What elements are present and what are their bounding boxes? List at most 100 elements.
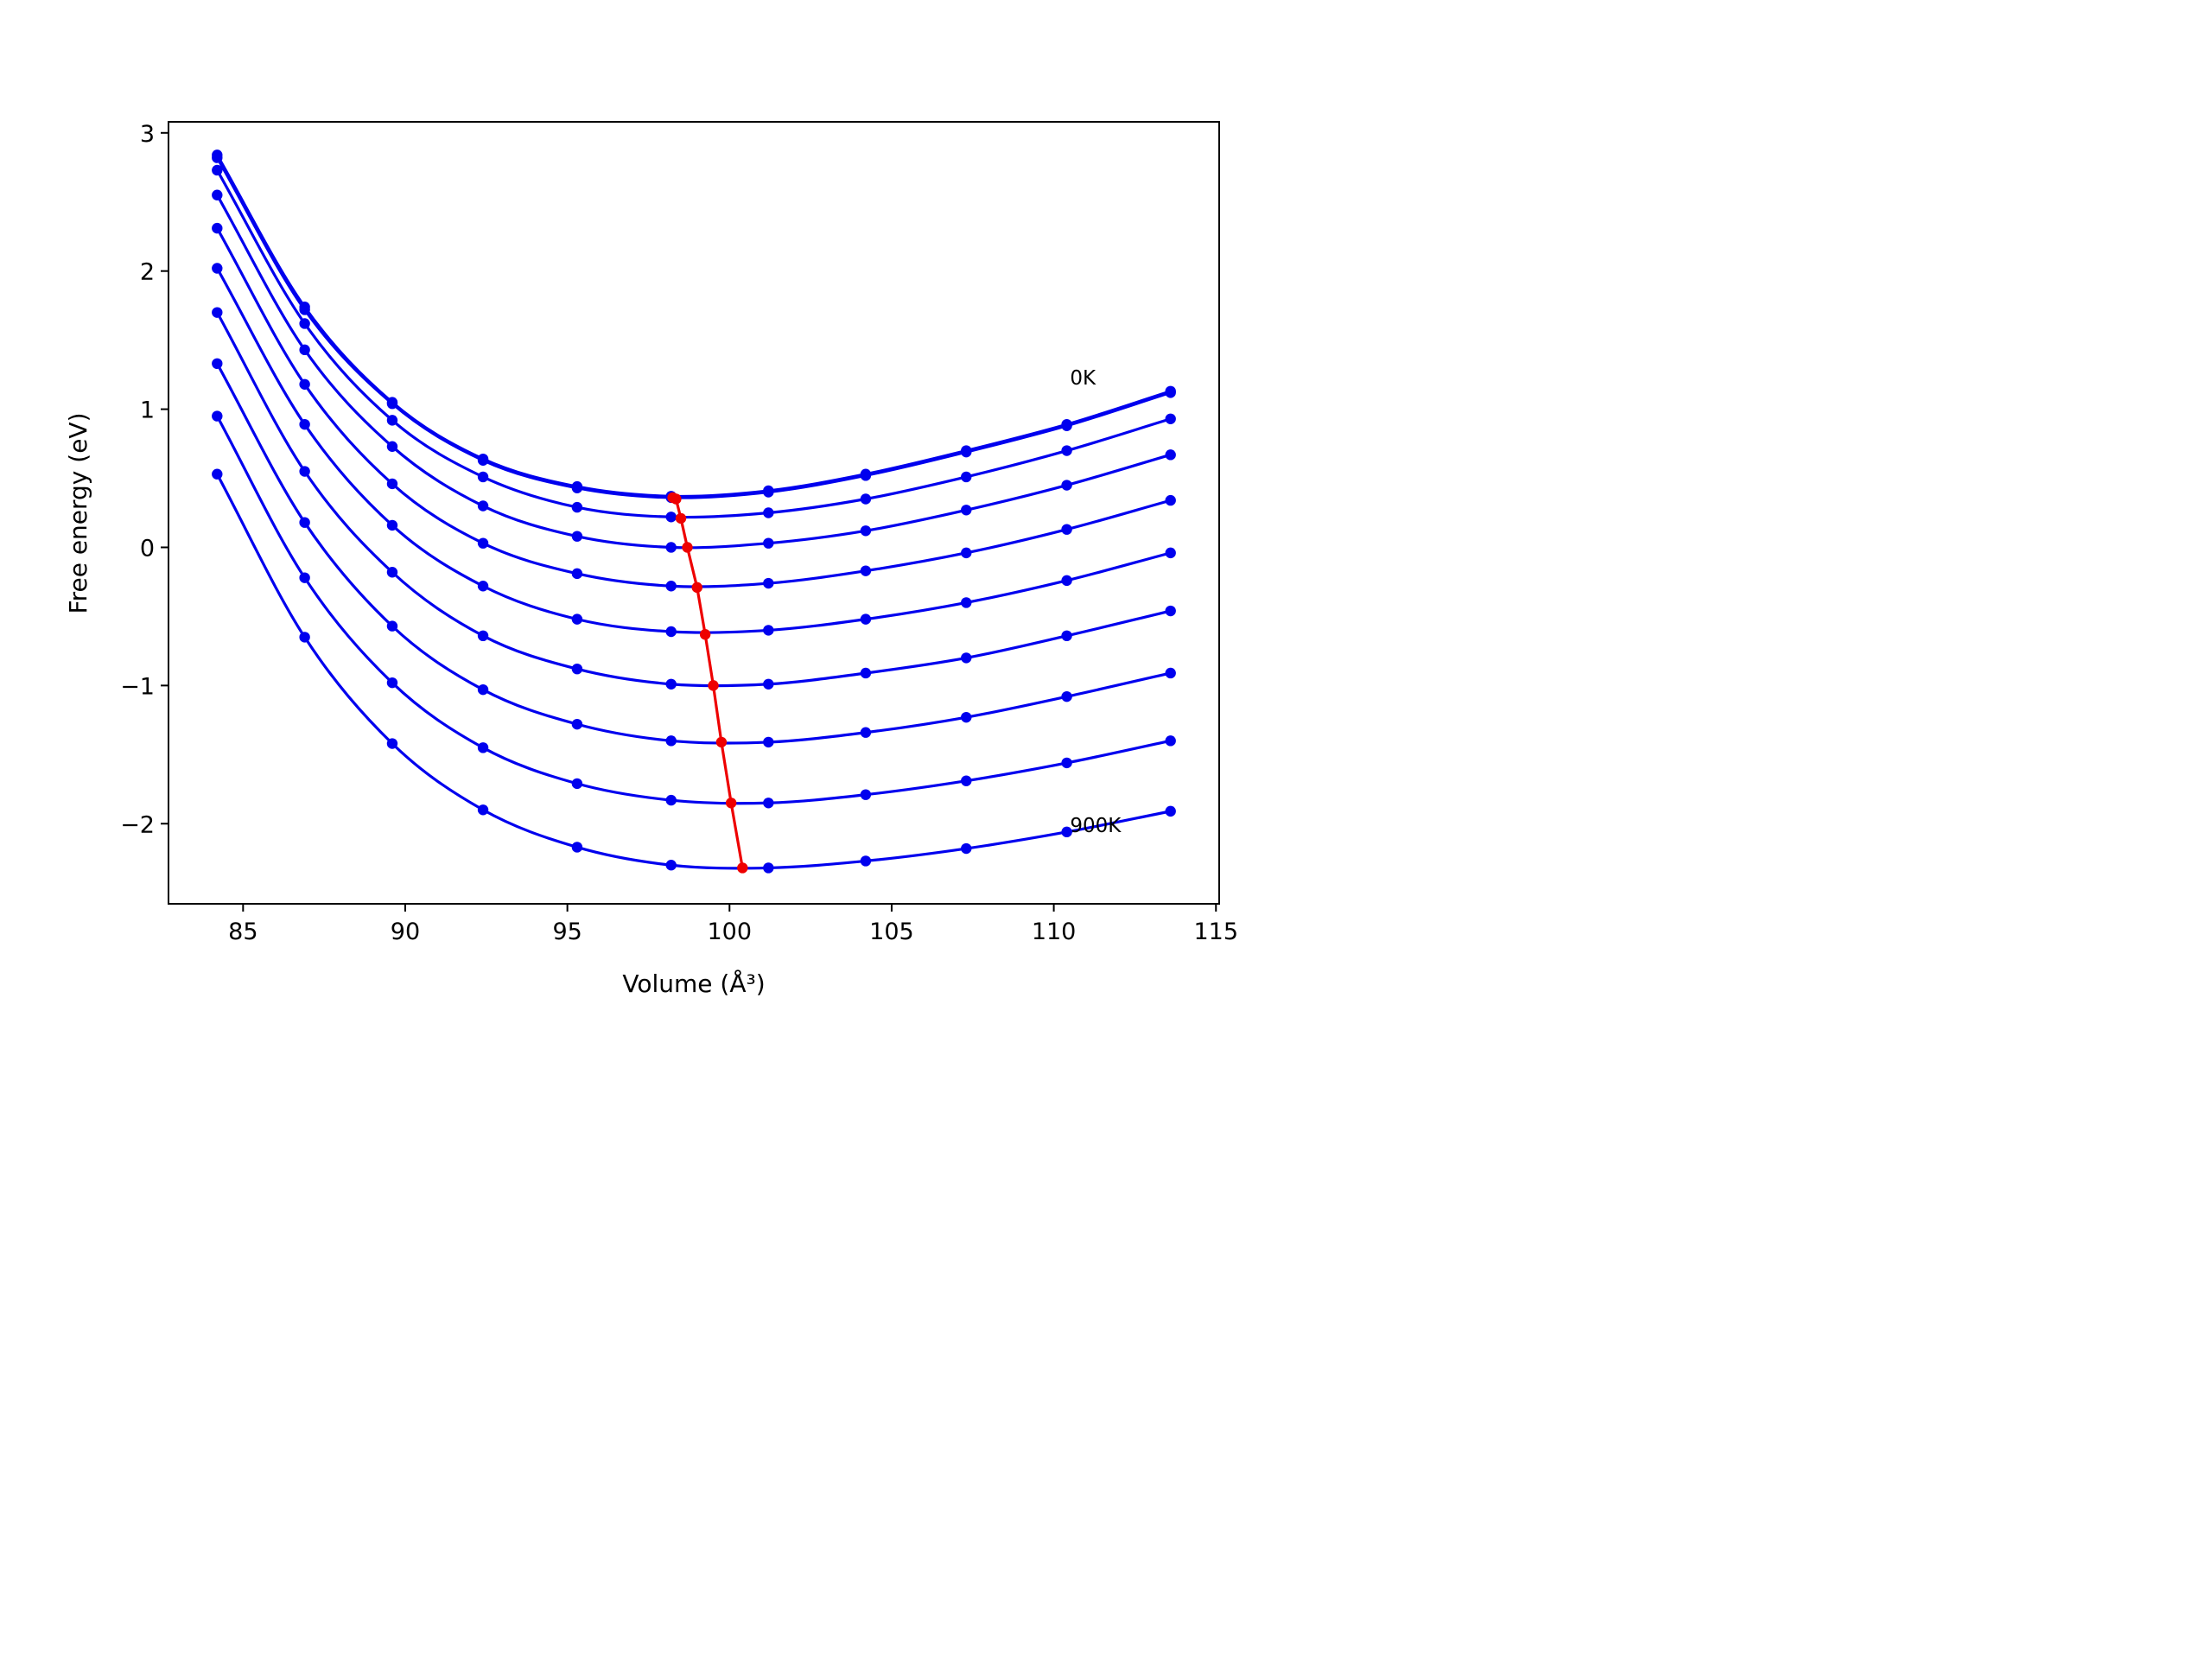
data-point (571, 501, 583, 513)
data-point (860, 525, 872, 537)
x-axis: 85 90 95 100 105 110 115 (228, 904, 1238, 945)
equilibrium-point (715, 736, 728, 748)
data-point (665, 512, 677, 523)
data-point (763, 862, 774, 874)
data-point (961, 842, 972, 855)
data-point (212, 263, 223, 274)
plot-area (212, 149, 1176, 874)
data-point (1165, 413, 1176, 424)
data-point (1165, 494, 1176, 506)
data-point (212, 358, 223, 370)
data-point (386, 738, 398, 749)
equilibrium-point (671, 493, 682, 505)
data-point (571, 778, 583, 790)
y-tick-label: −2 (120, 811, 155, 838)
y-axis: −2 −1 0 1 2 3 (120, 121, 168, 838)
series-3 (212, 189, 1176, 553)
data-point (961, 547, 972, 559)
equilibrium-curve (667, 492, 748, 874)
data-point (665, 542, 677, 553)
x-tick-label: 110 (1032, 918, 1077, 945)
data-point (299, 517, 310, 528)
data-point (665, 860, 677, 871)
data-point (571, 718, 583, 730)
data-point (386, 620, 398, 632)
series-5 (212, 263, 1176, 638)
data-point (961, 597, 972, 608)
series-line (215, 311, 1172, 688)
data-point (477, 500, 489, 512)
data-point (763, 507, 774, 518)
x-tick-label: 115 (1193, 918, 1238, 945)
data-point (299, 418, 310, 430)
data-point (299, 572, 310, 583)
data-point (961, 471, 972, 483)
x-axis-label: Volume (Å³) (622, 969, 765, 998)
data-point (386, 519, 398, 531)
data-point (961, 711, 972, 723)
x-tick-label: 100 (708, 918, 753, 945)
data-point (1061, 757, 1072, 769)
equilibrium-point (691, 582, 702, 594)
series-line (215, 169, 1172, 519)
data-point (386, 677, 398, 689)
data-point (477, 683, 489, 696)
y-tick-label: 3 (140, 121, 155, 148)
data-point (299, 378, 310, 390)
data-point (860, 789, 872, 800)
data-point (571, 613, 583, 625)
data-point (961, 505, 972, 516)
data-point (860, 470, 872, 481)
data-point (1061, 480, 1072, 491)
series-line (215, 156, 1172, 499)
data-point (763, 678, 774, 690)
data-point (212, 164, 223, 176)
data-point (1165, 387, 1176, 398)
series-line (215, 363, 1172, 745)
data-point (1165, 449, 1176, 461)
data-point (860, 667, 872, 679)
data-point (212, 152, 223, 163)
data-point (477, 454, 489, 466)
y-axis-label: Free energy (eV) (64, 412, 92, 613)
series-2 (212, 164, 1176, 523)
data-point (386, 397, 398, 410)
data-point (763, 486, 774, 498)
x-tick-label: 95 (552, 918, 582, 945)
data-point (1061, 690, 1072, 702)
series-line (215, 473, 1172, 870)
data-point (477, 804, 489, 816)
series-7 (212, 358, 1176, 748)
data-point (212, 468, 223, 480)
data-point (212, 222, 223, 234)
series-4 (212, 222, 1176, 592)
data-point (1061, 420, 1072, 431)
equilibrium-point (708, 680, 719, 691)
data-point (665, 626, 677, 638)
equilibrium-point (725, 798, 737, 809)
data-point (665, 581, 677, 592)
y-tick-label: −1 (120, 673, 155, 700)
data-point (1165, 547, 1176, 559)
data-point (571, 531, 583, 542)
data-point (212, 307, 223, 318)
y-tick-label: 1 (140, 397, 155, 424)
data-point (1061, 575, 1072, 587)
series-line (215, 194, 1172, 550)
data-point (763, 798, 774, 809)
equilibrium-point (675, 512, 687, 524)
plot-frame (168, 121, 1220, 905)
data-point (299, 466, 310, 477)
data-point (1165, 667, 1176, 679)
data-point (477, 471, 489, 483)
data-point (1061, 630, 1072, 642)
data-point (386, 415, 398, 426)
x-tick-label: 105 (869, 918, 914, 945)
data-point (763, 577, 774, 589)
series-1 (212, 152, 1176, 504)
data-point (860, 565, 872, 576)
equilibrium-point (682, 542, 693, 553)
data-point (212, 189, 223, 200)
data-point (299, 344, 310, 356)
x-tick-label: 85 (228, 918, 257, 945)
